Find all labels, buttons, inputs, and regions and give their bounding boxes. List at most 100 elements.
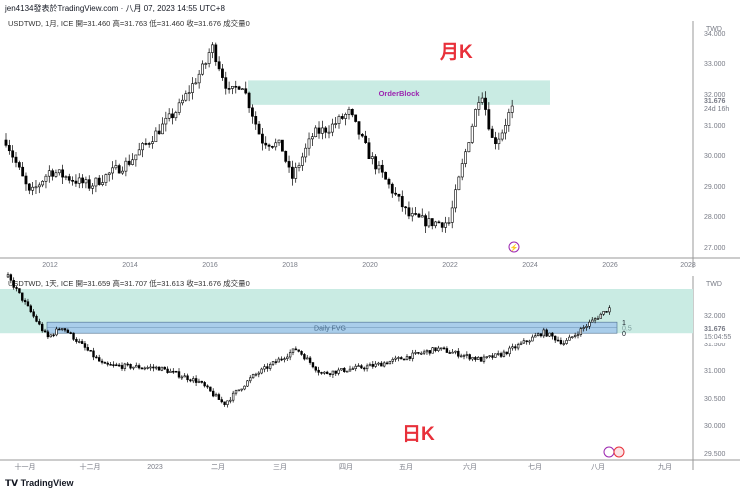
daily-candle xyxy=(231,392,235,401)
daily-candle xyxy=(268,364,272,369)
monthly-candle xyxy=(184,93,188,101)
flash-glyph: ⚡ xyxy=(510,243,519,252)
monthly-candle xyxy=(11,150,15,158)
monthly-candle xyxy=(257,123,261,135)
daily-candle xyxy=(608,307,611,313)
daily-candle xyxy=(516,344,520,349)
monthly-candle xyxy=(390,183,394,194)
daily-candle xyxy=(137,365,141,369)
daily-candle xyxy=(214,394,218,397)
monthly-candle xyxy=(387,178,391,185)
monthly-ytick: 32.000 xyxy=(704,92,726,99)
daily-candle xyxy=(479,357,483,362)
daily-candle xyxy=(585,326,588,328)
daily-candle xyxy=(496,353,500,355)
daily-candle xyxy=(86,347,90,351)
daily-candle xyxy=(109,364,112,366)
monthly-candle xyxy=(307,138,311,149)
monthly-candle xyxy=(231,85,234,89)
monthly-candle xyxy=(354,114,358,122)
daily-candle xyxy=(599,313,603,319)
daily-candle xyxy=(166,368,169,373)
daily-candle xyxy=(306,357,309,360)
monthly-candle xyxy=(420,215,424,218)
monthly-xtick: 2028 xyxy=(680,262,696,269)
daily-candle xyxy=(442,347,446,350)
daily-candle xyxy=(357,365,360,367)
daily-candle xyxy=(508,347,511,355)
monthly-candle xyxy=(167,113,171,119)
daily-candle xyxy=(351,368,355,370)
daily-candle xyxy=(115,364,118,367)
daily-candle xyxy=(465,354,469,356)
daily-xtick: 四月 xyxy=(339,463,353,471)
daily-candle xyxy=(46,331,50,338)
monthly-candle xyxy=(164,117,168,125)
monthly-candle xyxy=(191,83,194,93)
monthly-candle xyxy=(127,160,131,165)
daily-candle xyxy=(103,362,107,364)
monthly-candle xyxy=(284,150,288,162)
daily-candle xyxy=(271,361,275,365)
monthly-candle xyxy=(340,116,344,119)
daily-candle xyxy=(494,353,497,358)
monthly-candle xyxy=(504,125,507,134)
tradingview-logo[interactable]: 𝗧𝗩 TradingView xyxy=(5,478,73,489)
daily-last-price-box xyxy=(694,325,740,343)
daily-candle xyxy=(382,362,386,367)
monthly-candle xyxy=(294,167,298,179)
monthly-candle xyxy=(81,177,84,184)
monthly-candle xyxy=(101,182,104,185)
monthly-candle xyxy=(487,109,491,130)
daily-candle xyxy=(174,370,178,373)
monthly-candle xyxy=(274,142,278,148)
daily-candle xyxy=(365,365,369,370)
monthly-candle xyxy=(370,156,374,160)
monthly-candle xyxy=(410,213,414,217)
monthly-candle xyxy=(57,169,61,174)
monthly-candle xyxy=(470,125,474,143)
monthly-candle xyxy=(270,146,274,148)
daily-candle xyxy=(78,341,81,343)
daily-candle xyxy=(434,347,437,352)
monthly-candle xyxy=(67,176,71,181)
monthly-candle xyxy=(424,215,427,227)
daily-candle xyxy=(334,370,337,374)
daily-candle xyxy=(354,365,357,369)
monthly-candle xyxy=(151,141,154,144)
monthly-ytick: 29.000 xyxy=(704,184,726,191)
monthly-candle xyxy=(417,213,421,218)
monthly-xtick: 2020 xyxy=(362,262,378,269)
daily-candle xyxy=(186,375,189,381)
daily-candle xyxy=(80,341,84,344)
daily-xtick: 二月 xyxy=(211,463,225,471)
monthly-countdown: 24d 16h xyxy=(704,106,729,113)
daily-candle xyxy=(451,351,454,354)
monthly-candle xyxy=(244,88,248,94)
monthly-candle xyxy=(310,136,314,140)
daily-candle xyxy=(511,346,514,349)
daily-annotation: 日K xyxy=(402,424,435,445)
daily-candle xyxy=(152,366,155,369)
daily-candle xyxy=(445,348,449,353)
orderblock-label: OrderBlock xyxy=(379,89,421,98)
daily-candle xyxy=(226,400,229,405)
daily-candle xyxy=(531,336,534,342)
daily-candle xyxy=(180,376,184,379)
tv-logo-icon: 𝗧𝗩 xyxy=(5,478,21,488)
daily-candle xyxy=(477,357,480,360)
daily-countdown: 15:04:55 xyxy=(704,334,731,341)
daily-candle xyxy=(348,368,352,372)
monthly-candle xyxy=(7,145,11,152)
daily-candle xyxy=(155,366,158,369)
monthly-candle xyxy=(430,218,434,227)
daily-candle xyxy=(300,351,303,355)
daily-candle xyxy=(43,330,47,333)
daily-candle xyxy=(140,367,144,370)
monthly-candle xyxy=(251,107,254,117)
monthly-candle xyxy=(131,159,134,165)
daily-candle xyxy=(542,329,546,337)
monthly-candle xyxy=(380,164,384,173)
daily-candle xyxy=(408,356,412,359)
